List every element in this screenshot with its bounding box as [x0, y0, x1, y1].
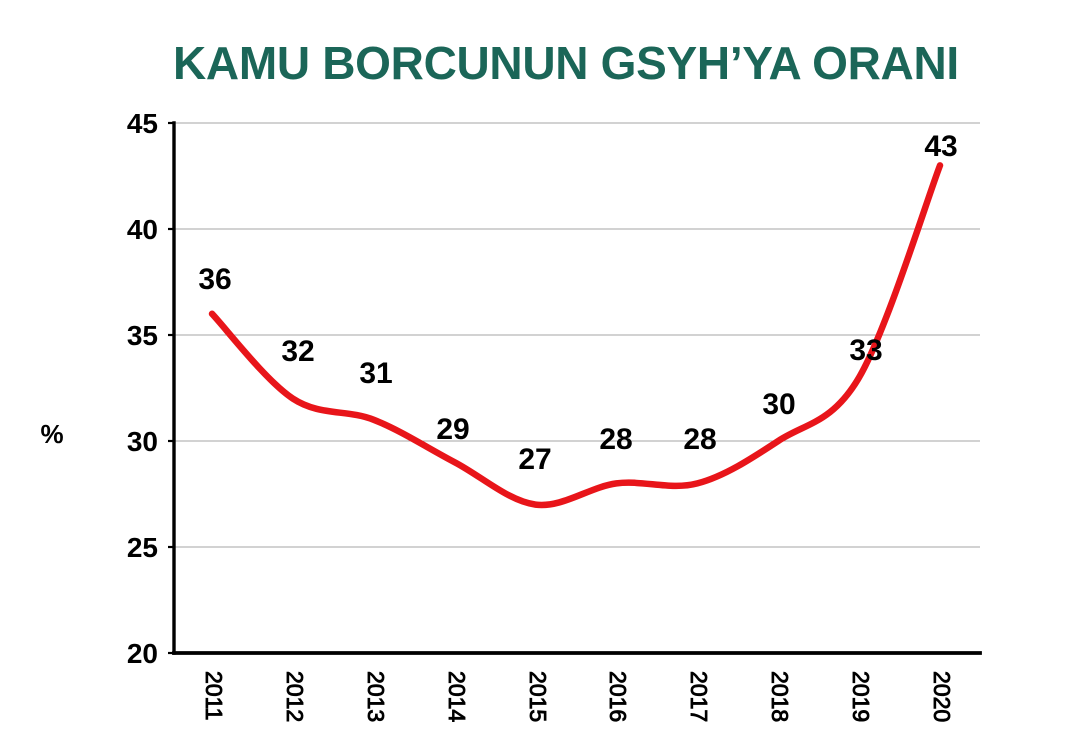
svg-text:45: 45	[127, 108, 158, 139]
svg-text:2018: 2018	[767, 671, 793, 722]
svg-text:2013: 2013	[363, 671, 389, 722]
svg-text:27: 27	[518, 443, 551, 476]
svg-text:43: 43	[924, 130, 957, 163]
svg-text:30: 30	[762, 388, 795, 421]
svg-text:30: 30	[127, 426, 158, 457]
svg-text:28: 28	[599, 423, 632, 456]
svg-text:2011: 2011	[201, 671, 227, 720]
svg-text:33: 33	[849, 334, 882, 367]
svg-text:36: 36	[198, 263, 231, 296]
svg-text:28: 28	[683, 423, 716, 456]
svg-text:%: %	[40, 419, 63, 449]
svg-text:32: 32	[281, 335, 314, 368]
svg-text:40: 40	[127, 214, 158, 245]
svg-text:2015: 2015	[525, 671, 551, 722]
svg-text:2017: 2017	[686, 671, 712, 722]
svg-text:2014: 2014	[444, 671, 470, 722]
svg-text:2016: 2016	[605, 671, 631, 722]
svg-text:2020: 2020	[929, 671, 955, 722]
svg-text:29: 29	[436, 413, 469, 446]
svg-text:31: 31	[359, 357, 392, 390]
svg-text:20: 20	[127, 638, 158, 669]
svg-text:2012: 2012	[282, 671, 308, 722]
svg-text:25: 25	[127, 532, 158, 563]
svg-text:2019: 2019	[848, 671, 874, 722]
svg-text:35: 35	[127, 320, 158, 351]
